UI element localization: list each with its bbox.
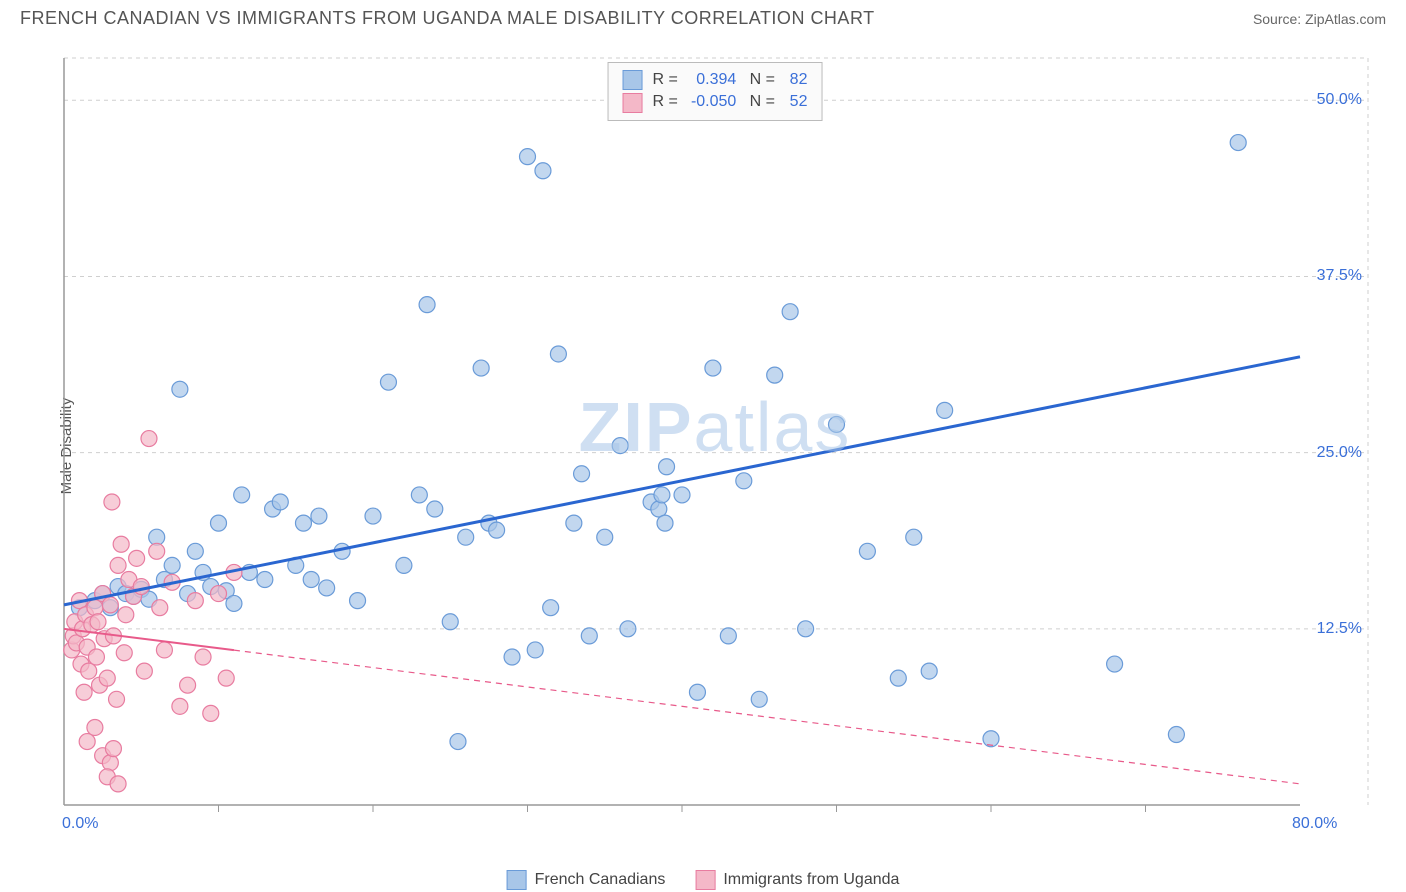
y-tick-label: 12.5% (1317, 620, 1362, 638)
series-swatch (623, 93, 643, 113)
stats-row: R = 0.394 N = 82 (623, 69, 808, 91)
stats-text: R = 0.394 N = 82 (653, 69, 808, 91)
chart-legend: French Canadians Immigrants from Uganda (507, 870, 900, 890)
x-tick-label: 80.0% (1292, 815, 1337, 833)
chart-title: FRENCH CANADIAN VS IMMIGRANTS FROM UGAND… (20, 8, 875, 29)
y-tick-label: 37.5% (1317, 267, 1362, 285)
stats-row: R = -0.050 N = 52 (623, 91, 808, 113)
scatter-chart (60, 50, 1370, 835)
chart-area: ZIPatlas R = 0.394 N = 82R = -0.050 N = … (60, 50, 1370, 835)
y-tick-label: 50.0% (1317, 91, 1362, 109)
y-tick-label: 25.0% (1317, 444, 1362, 462)
x-tick-label: 0.0% (62, 815, 98, 833)
legend-item: Immigrants from Uganda (695, 870, 899, 890)
legend-label: French Canadians (535, 871, 666, 889)
legend-swatch (507, 870, 527, 890)
legend-swatch (695, 870, 715, 890)
stats-box: R = 0.394 N = 82R = -0.050 N = 52 (608, 62, 823, 121)
legend-label: Immigrants from Uganda (723, 871, 899, 889)
stats-text: R = -0.050 N = 52 (653, 91, 808, 113)
source-name: ZipAtlas.com (1305, 11, 1386, 27)
legend-item: French Canadians (507, 870, 666, 890)
header: FRENCH CANADIAN VS IMMIGRANTS FROM UGAND… (0, 0, 1406, 33)
source-citation: Source: ZipAtlas.com (1253, 11, 1386, 27)
source-prefix: Source: (1253, 11, 1305, 27)
series-swatch (623, 70, 643, 90)
